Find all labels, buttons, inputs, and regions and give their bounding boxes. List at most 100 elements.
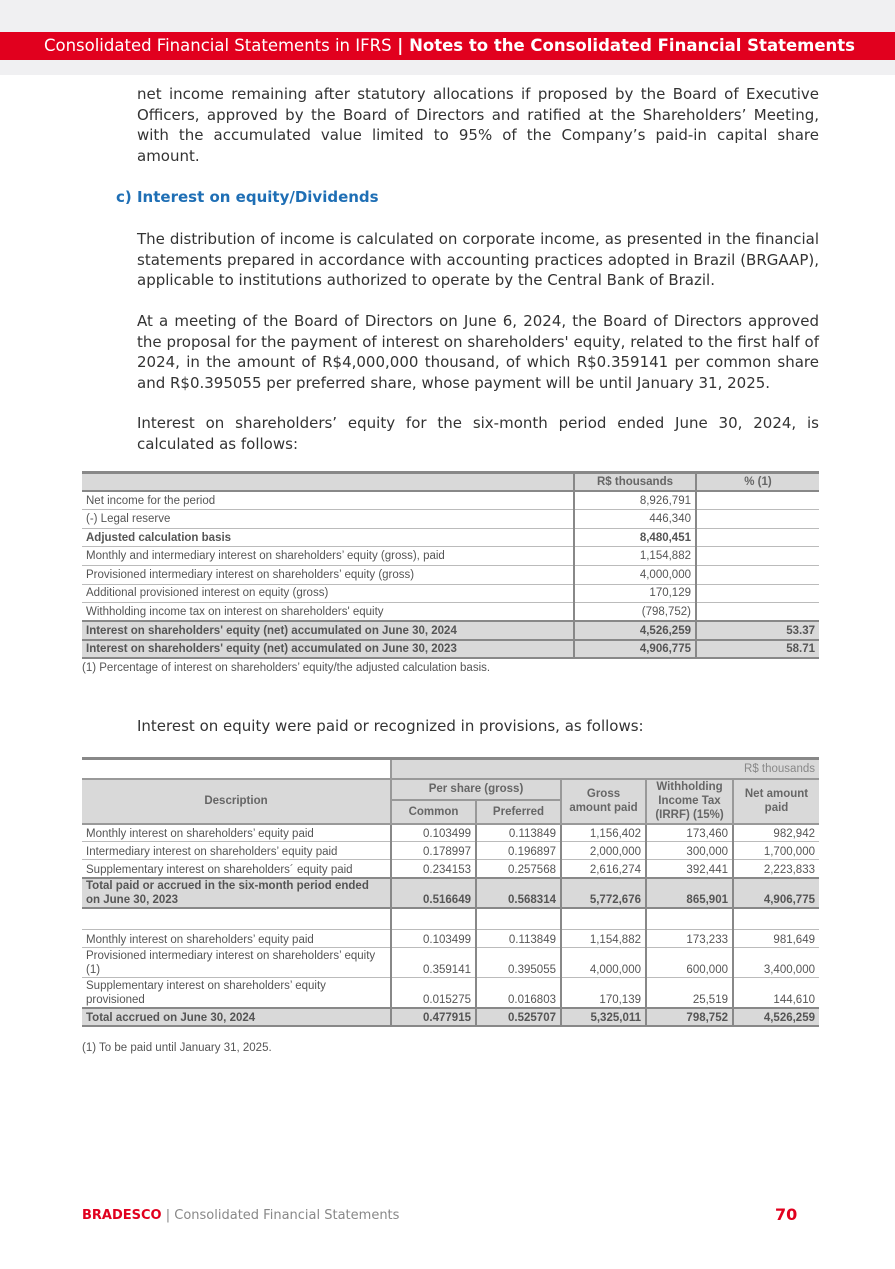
row-label: Supplementary interest on shareholders’ … [82,977,391,1008]
page-header: Consolidated Financial Statements in IFR… [0,32,895,60]
paragraph: Interest on shareholders’ equity for the… [137,414,819,453]
row-label: Provisioned intermediary interest on sha… [82,947,391,978]
row-cell: 4,000,000 [560,947,646,978]
table-row: Provisioned intermediary interest on sha… [82,565,819,585]
row-value: 446,340 [573,509,696,529]
row-cell: 0.257568 [475,859,561,878]
paragraph: net income remaining after statutory all… [137,85,819,165]
row-cell: 0.015275 [390,977,476,1008]
section-heading: c) Interest on equity/Dividends [116,188,379,206]
row-cell: 600,000 [645,947,733,978]
col-per-share: Per share (gross) [390,777,562,801]
row-label: Additional provisioned interest on equit… [82,584,574,604]
row-value: 4,906,775 [573,638,696,660]
col-withholding: Withholding Income Tax (IRRF) (15%) [645,777,734,825]
col-description: Description [82,777,392,825]
brand-name: BRADESCO [82,1208,162,1223]
row-label [82,907,391,930]
table-row [82,907,819,930]
row-cell: 4,906,775 [732,876,819,909]
row-cell: 1,700,000 [732,841,819,860]
paragraph: The distribution of income is calculated… [137,230,819,289]
table-row: Additional provisioned interest on equit… [82,584,819,604]
row-percent [695,546,819,566]
row-cell: 798,752 [645,1006,733,1027]
interest-payments-table: R$ thousands Description Per share (gros… [82,757,819,1027]
table-row: Interest on shareholders' equity (net) a… [82,620,819,641]
row-cell: 3,400,000 [732,947,819,978]
row-label: Total accrued on June 30, 2024 [82,1006,391,1027]
row-cell: 0.178997 [390,841,476,860]
row-cell [560,907,646,930]
row-label: Monthly interest on shareholders’ equity… [82,823,391,842]
table-row: Net income for the period 8,926,791 [82,491,819,511]
row-percent [695,491,819,511]
row-label: Total paid or accrued in the six-month p… [82,876,391,909]
col-header [82,471,574,493]
table-row: Withholding income tax on interest on sh… [82,602,819,622]
row-cell: 144,610 [732,977,819,1008]
row-cell: 0.525707 [475,1006,561,1027]
row-cell: 25,519 [645,977,733,1008]
col-header: % (1) [695,471,819,493]
row-cell: 1,156,402 [560,823,646,842]
row-cell: 2,223,833 [732,859,819,878]
row-label: (-) Legal reserve [82,509,574,529]
blank-header [82,757,391,779]
row-cell: 300,000 [645,841,733,860]
row-cell [732,907,819,930]
row-cell [645,907,733,930]
col-header: R$ thousands [573,471,696,493]
col-preferred: Preferred [475,798,562,825]
row-cell: 173,233 [645,929,733,948]
row-percent [695,509,819,529]
top-strip [0,0,895,32]
row-cell: 0.234153 [390,859,476,878]
row-cell [390,907,476,930]
row-cell: 865,901 [645,876,733,909]
row-value: 1,154,882 [573,546,696,566]
row-label: Adjusted calculation basis [82,528,574,548]
interest-calculation-table: R$ thousands % (1) Net income for the pe… [82,471,819,660]
col-gross: Gross amount paid [560,777,647,825]
header-subsection: Notes to the Consolidated Financial Stat… [409,36,855,55]
row-value: (798,752) [573,602,696,622]
row-cell: 0.477915 [390,1006,476,1027]
table-row: Supplementary interest on shareholders’ … [82,977,819,1008]
row-cell: 2,616,274 [560,859,646,878]
paragraph: At a meeting of the Board of Directors o… [137,312,819,392]
footer-title: Consolidated Financial Statements [174,1208,400,1223]
col-common: Common [390,798,477,825]
row-label: Provisioned intermediary interest on sha… [82,565,574,585]
table-row: Total accrued on June 30, 2024 0.477915 0.… [82,1006,819,1027]
row-percent: 53.37 [695,620,819,641]
row-cell: 0.568314 [475,876,561,909]
row-label: Supplementary interest on shareholders´ … [82,859,391,878]
row-cell: 4,526,259 [732,1006,819,1027]
row-cell: 173,460 [645,823,733,842]
row-percent [695,528,819,548]
row-cell: 982,942 [732,823,819,842]
table-row: Monthly interest on shareholders’ equity… [82,823,819,842]
row-cell: 0.103499 [390,929,476,948]
row-cell: 0.196897 [475,841,561,860]
row-cell [475,907,561,930]
table-row: Monthly and intermediary interest on sha… [82,546,819,566]
row-cell: 392,441 [645,859,733,878]
row-cell: 5,772,676 [560,876,646,909]
table-row: Adjusted calculation basis 8,480,451 [82,528,819,548]
row-value: 4,526,259 [573,620,696,641]
row-cell: 5,325,011 [560,1006,646,1027]
table-row: Monthly interest on shareholders’ equity… [82,929,819,948]
table-row: Interest on shareholders' equity (net) a… [82,638,819,660]
page-footer: BRADESCO | Consolidated Financial Statem… [82,1208,399,1223]
footer-separator: | [161,1208,175,1223]
paragraph: Interest on equity were paid or recogniz… [137,717,644,735]
row-value: 170,129 [573,584,696,604]
table-row: (-) Legal reserve 446,340 [82,509,819,529]
row-label: Net income for the period [82,491,574,511]
row-cell: 170,139 [560,977,646,1008]
row-cell: 0.395055 [475,947,561,978]
row-cell: 0.516649 [390,876,476,909]
table-row: Provisioned intermediary interest on sha… [82,947,819,978]
